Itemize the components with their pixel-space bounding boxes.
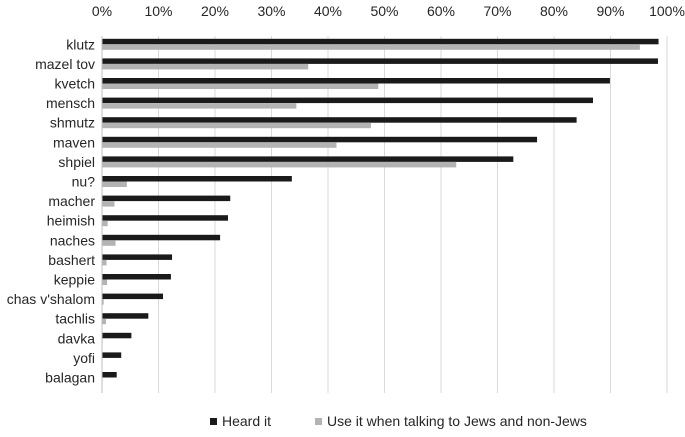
- bar-heard-it: [102, 117, 577, 123]
- bar-heard-it: [102, 195, 231, 202]
- x-tick-label: 0%: [92, 3, 112, 19]
- legend-swatch: [210, 418, 217, 425]
- category-labels: klutz mazel tov kvetch mensch shmutz maven shp…: [7, 36, 96, 385]
- bar-heard-it: [102, 332, 132, 339]
- legend-swatch: [315, 418, 322, 425]
- bar-use-it: [102, 83, 379, 89]
- bar-use-it: [102, 161, 457, 168]
- bar-heard-it: [102, 97, 593, 104]
- bar-heard-it: [102, 58, 658, 64]
- bars: [102, 38, 659, 383]
- category-label: kvetch: [55, 76, 95, 92]
- bar-heard-it: [102, 372, 117, 378]
- x-tick-label: 50%: [370, 3, 398, 19]
- bar-use-it: [102, 299, 104, 305]
- bar-use-it: [102, 122, 371, 129]
- category-label: mensch: [46, 95, 95, 111]
- bar-use-it: [102, 279, 108, 285]
- bar-heard-it: [102, 254, 173, 260]
- category-label: naches: [50, 232, 95, 248]
- x-tick-label: 10%: [144, 3, 172, 19]
- category-label: heimish: [47, 213, 95, 229]
- x-tick-label: 70%: [483, 3, 511, 19]
- category-label: keppie: [54, 272, 95, 288]
- category-label: bashert: [48, 252, 95, 268]
- x-tick-label: 30%: [257, 3, 285, 19]
- x-tick-label: 60%: [427, 3, 455, 19]
- bar-heard-it: [102, 313, 149, 319]
- category-label: klutz: [66, 36, 95, 52]
- category-label: tachlis: [55, 311, 95, 327]
- category-label: maven: [53, 134, 95, 150]
- category-label: davka: [58, 330, 96, 346]
- bar-heard-it: [102, 176, 292, 182]
- legend-label: Use it when talking to Jews and non-Jews: [327, 413, 587, 429]
- category-label: yofi: [73, 350, 95, 366]
- x-tick-label: 90%: [596, 3, 624, 19]
- bar-use-it: [102, 318, 106, 325]
- bar-use-it: [102, 201, 115, 207]
- gridlines: [158, 36, 668, 393]
- bar-use-it: [102, 220, 108, 227]
- legend: Heard it Use it when talking to Jews and …: [210, 413, 587, 429]
- bar-heard-it: [102, 78, 610, 84]
- bar-heard-it: [102, 274, 171, 280]
- bar-heard-it: [102, 38, 659, 45]
- x-tick-label: 80%: [540, 3, 568, 19]
- category-label: macher: [48, 193, 95, 209]
- category-label: nu?: [72, 174, 96, 190]
- category-label: shpiel: [58, 154, 95, 170]
- bar-heard-it: [102, 156, 514, 162]
- bar-heard-it: [102, 352, 122, 358]
- bar-heard-it: [102, 234, 221, 241]
- category-label: balagan: [45, 370, 95, 386]
- bar-use-it: [102, 259, 107, 266]
- category-label: mazel tov: [35, 56, 95, 72]
- bar-use-it: [102, 103, 297, 109]
- bar-use-it: [102, 181, 127, 187]
- bar-use-it: [102, 44, 640, 50]
- bar-heard-it: [102, 136, 538, 143]
- x-axis-ticks: 0% 10% 20% 30% 40% 50% 60% 70% 80% 90% 100%: [92, 3, 685, 19]
- category-label: chas v'shalom: [7, 291, 95, 307]
- bar-heard-it: [102, 215, 228, 221]
- x-tick-label: 100%: [649, 3, 685, 19]
- bar-use-it: [102, 240, 116, 246]
- x-tick-label: 40%: [314, 3, 342, 19]
- x-tick-label: 20%: [201, 3, 229, 19]
- bar-use-it: [102, 142, 337, 148]
- bar-heard-it: [102, 293, 164, 300]
- bar-use-it: [102, 63, 309, 70]
- category-label: shmutz: [50, 115, 95, 131]
- legend-label: Heard it: [222, 413, 271, 429]
